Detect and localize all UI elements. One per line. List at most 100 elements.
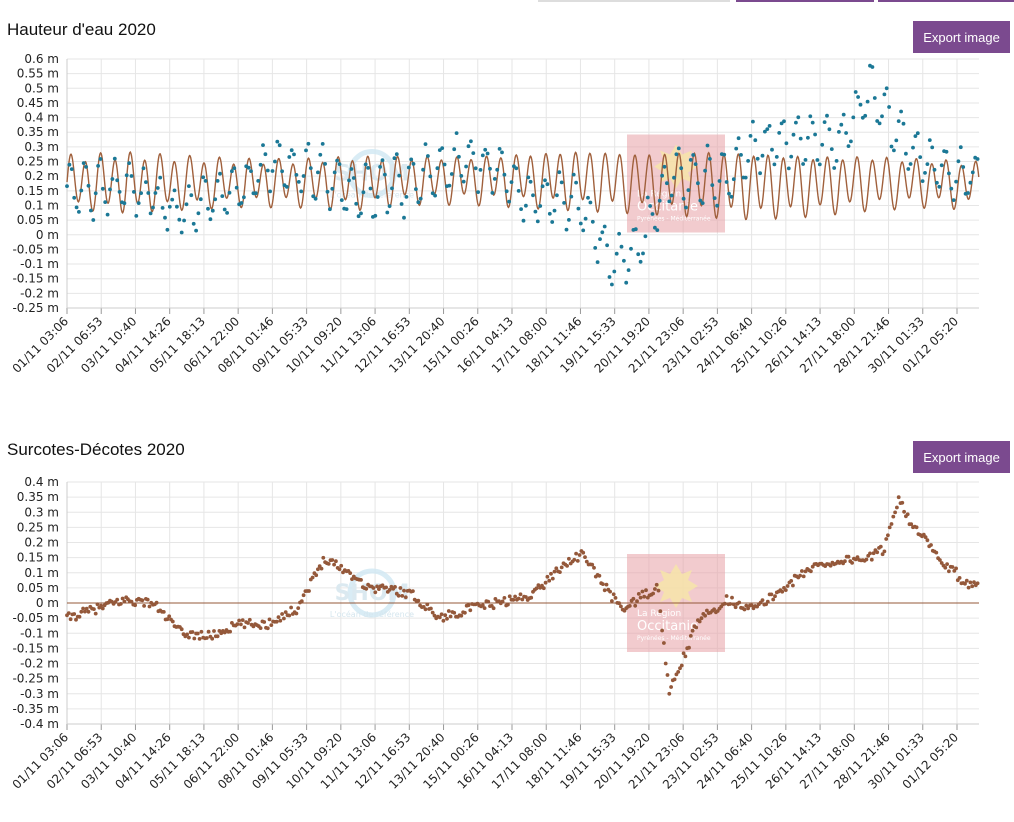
observed-point	[84, 165, 88, 169]
surge-point	[239, 622, 243, 627]
surge-point	[459, 613, 464, 618]
observed-point	[347, 178, 351, 183]
surge-point	[565, 564, 569, 568]
surge-point	[602, 588, 607, 593]
observed-point	[285, 185, 289, 189]
observed-point	[337, 162, 342, 167]
surge-point	[165, 617, 170, 622]
surge-point	[506, 602, 510, 607]
observed-point	[187, 184, 191, 189]
surge-point	[316, 567, 320, 572]
observed-point	[521, 218, 526, 223]
observed-point	[208, 217, 213, 222]
surge-point	[572, 557, 577, 562]
region-logo-text: La Région	[637, 608, 681, 619]
observed-point	[108, 187, 112, 192]
surge-point	[332, 562, 336, 567]
observed-point	[774, 155, 779, 159]
observed-point	[667, 199, 672, 204]
observed-point	[624, 280, 629, 285]
observed-point	[705, 143, 710, 148]
observed-point	[399, 202, 404, 206]
observed-point	[674, 152, 679, 157]
observed-point	[729, 194, 734, 199]
observed-point	[949, 186, 954, 191]
surge-point	[516, 596, 521, 601]
observed-point	[939, 163, 944, 168]
observed-point	[849, 139, 853, 144]
observed-point	[287, 155, 292, 159]
observed-point	[466, 144, 471, 149]
surge-point	[122, 599, 127, 604]
surge-point	[938, 558, 942, 562]
y-tick-label: -0.15 m	[12, 641, 59, 655]
observed-point	[328, 207, 332, 212]
surge-point	[129, 599, 134, 604]
surge-point	[439, 612, 444, 617]
observed-point	[927, 138, 932, 143]
observed-point	[751, 119, 755, 124]
observed-point	[877, 121, 882, 126]
observed-point	[629, 246, 633, 251]
surge-point	[294, 611, 299, 616]
surge-point	[902, 509, 906, 514]
y-tick-label: -0.15 m	[12, 272, 59, 286]
observed-point	[684, 205, 688, 210]
observed-point	[397, 173, 402, 178]
surge-point	[491, 606, 496, 611]
observed-point	[559, 180, 564, 185]
surge-point	[724, 594, 729, 598]
surge-point	[891, 514, 896, 519]
export-image-button[interactable]: Export image	[913, 441, 1010, 473]
surge-point	[212, 629, 216, 633]
surge-point	[280, 612, 284, 616]
observed-point	[289, 148, 294, 153]
observed-point	[246, 165, 251, 170]
observed-point	[650, 212, 655, 216]
surge-point	[210, 636, 215, 641]
surge-point	[875, 550, 880, 555]
export-image-button[interactable]: Export image	[913, 21, 1010, 53]
surge-point	[443, 613, 448, 618]
observed-point	[490, 191, 495, 195]
surge-point	[590, 562, 595, 567]
observed-point	[273, 159, 277, 164]
observed-point	[612, 269, 617, 274]
observed-point	[330, 186, 335, 191]
observed-point	[380, 158, 385, 163]
observed-point	[839, 122, 844, 127]
water-height-panel: Hauteur d'eau 2020 Export image 0.6 m 0.5…	[7, 20, 1010, 376]
surge-point	[296, 606, 301, 610]
observed-point	[562, 201, 566, 205]
observed-point	[908, 162, 913, 166]
observed-point	[461, 179, 466, 184]
surge-point	[801, 574, 806, 579]
surge-point	[446, 609, 451, 613]
observed-point	[794, 120, 798, 125]
observed-point	[734, 146, 739, 151]
observed-point	[550, 220, 555, 224]
surge-point	[190, 630, 195, 634]
observed-point	[552, 208, 557, 213]
surge-point	[466, 603, 471, 608]
observed-point	[595, 260, 600, 264]
observed-point	[743, 175, 748, 180]
y-tick-label: 0.2 m	[24, 169, 59, 183]
observed-point	[834, 159, 839, 163]
y-tick-label: 0.35 m	[17, 490, 59, 504]
surge-point	[597, 573, 602, 578]
surge-point	[74, 617, 78, 622]
surge-point	[278, 618, 283, 623]
observed-point	[657, 198, 662, 203]
surge-point	[884, 537, 889, 541]
observed-point	[148, 211, 153, 216]
surge-point	[608, 589, 612, 594]
surge-point	[377, 587, 381, 591]
surge-point	[681, 651, 686, 656]
observed-point	[172, 188, 177, 193]
observed-point	[722, 152, 727, 157]
surge-point	[547, 578, 552, 583]
observed-point	[110, 177, 115, 181]
observed-point	[430, 191, 435, 196]
observed-point	[449, 172, 454, 176]
